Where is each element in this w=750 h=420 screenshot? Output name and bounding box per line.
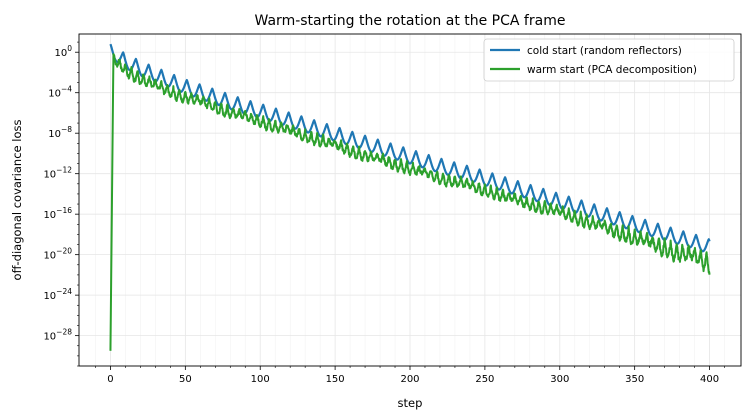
x-tick-label: 400 bbox=[700, 374, 719, 385]
series-layer bbox=[109, 43, 711, 351]
y-axis-label: off-diagonal covariance loss bbox=[10, 120, 24, 281]
series-line-cold-start bbox=[109, 43, 711, 253]
y-tick-label: 100 bbox=[54, 44, 72, 59]
x-tick-label: 100 bbox=[251, 374, 270, 385]
y-tick-label: 10−12 bbox=[43, 166, 72, 181]
legend-label-warm-start: warm start (PCA decomposition) bbox=[527, 64, 697, 76]
y-tick-label: 10−20 bbox=[43, 247, 72, 262]
x-tick-label: 350 bbox=[625, 374, 644, 385]
legend-box bbox=[483, 38, 735, 82]
x-tick-label: 150 bbox=[326, 374, 345, 385]
x-tick-label: 250 bbox=[475, 374, 494, 385]
y-tick-label: 10−4 bbox=[48, 85, 72, 100]
x-tick-label: 200 bbox=[400, 374, 419, 385]
y-tick-label: 10−16 bbox=[43, 206, 72, 221]
legend: cold start (random reflectors) warm star… bbox=[483, 38, 735, 82]
y-tick-label: 10−28 bbox=[43, 328, 72, 343]
ticks: 0 50 100 150 200 250 300 350 400 100 10−4 10−8 10−12… bbox=[43, 41, 725, 385]
chart-title: Warm-starting the rotation at the PCA fr… bbox=[255, 13, 566, 29]
series-line-warm-start bbox=[109, 53, 711, 351]
legend-label-cold-start: cold start (random reflectors) bbox=[527, 45, 682, 57]
x-tick-label: 50 bbox=[179, 374, 192, 385]
x-tick-label: 0 bbox=[107, 374, 113, 385]
y-tick-label: 10−8 bbox=[48, 125, 72, 140]
x-tick-label: 300 bbox=[550, 374, 569, 385]
x-axis-label: step bbox=[398, 396, 423, 410]
y-tick-label: 10−24 bbox=[43, 287, 72, 302]
